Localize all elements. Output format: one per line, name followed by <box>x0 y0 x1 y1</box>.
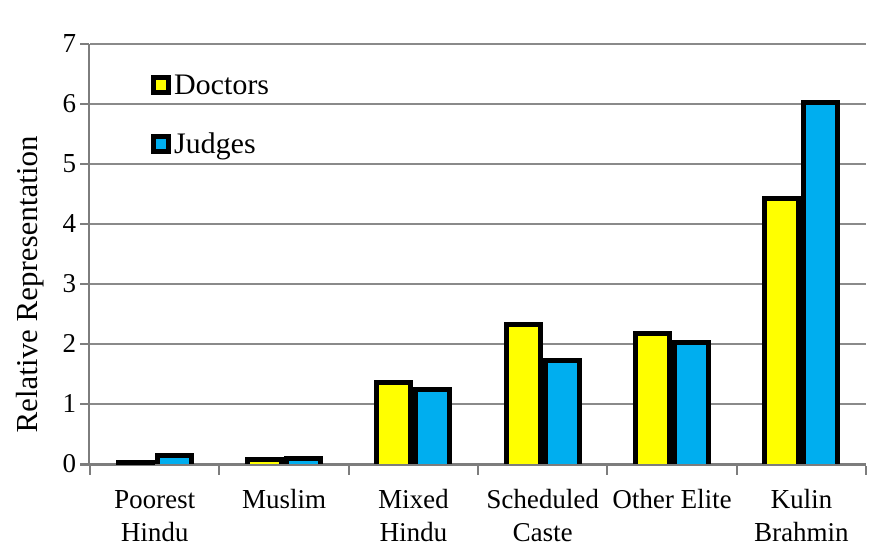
doctors-legend-swatch-icon <box>151 75 171 95</box>
bar-judges-scheduled-caste <box>542 358 582 464</box>
y-axis-tick <box>80 223 89 225</box>
y-tick-label: 7 <box>62 27 77 58</box>
bar-doctors-kulin-brahmin <box>762 195 802 464</box>
legend-label-judges: Judges <box>174 127 256 160</box>
x-axis-tick <box>477 466 479 475</box>
y-axis-line <box>88 44 90 466</box>
gridline <box>90 103 866 105</box>
y-axis-tick <box>80 43 89 45</box>
x-axis-tick <box>735 466 738 475</box>
bar-judges-mixed-hindu <box>413 387 453 464</box>
y-axis-tick <box>80 163 89 165</box>
bar-judges-muslim <box>284 455 323 464</box>
y-tick-label: 3 <box>62 267 77 298</box>
y-axis-tick <box>80 103 89 105</box>
gridline <box>90 163 866 165</box>
bar-doctors-muslim <box>245 457 284 464</box>
gridline <box>90 403 866 405</box>
y-axis-tick <box>80 283 89 285</box>
bar-doctors-other-elite <box>633 331 672 464</box>
legend-label-doctors: Doctors <box>174 68 269 101</box>
x-axis-line <box>80 463 866 466</box>
gridline <box>90 223 866 225</box>
x-axis-tick <box>89 466 91 475</box>
legend-entry-judges: Judges <box>151 129 256 159</box>
x-axis-tick <box>347 466 350 475</box>
category-label: Scheduled Caste <box>486 484 599 547</box>
gridline <box>90 43 866 45</box>
x-axis-tick <box>606 466 609 475</box>
y-tick-label: 4 <box>62 207 77 238</box>
category-label: Muslim <box>241 484 327 514</box>
y-axis-tick <box>80 403 89 405</box>
bar-judges-poorest-hindu <box>154 453 194 464</box>
x-axis-tick <box>218 466 221 475</box>
y-axis-tick <box>80 343 89 345</box>
gridline <box>90 283 866 285</box>
bar-doctors-scheduled-caste <box>503 321 543 464</box>
bar-judges-kulin-brahmin <box>801 99 841 464</box>
category-label: Mixed Hindu <box>378 484 449 547</box>
legend-entry-doctors: Doctors <box>151 70 269 100</box>
category-label: Kulin Brahmin <box>754 484 849 547</box>
y-tick-label: 1 <box>62 387 77 418</box>
bar-doctors-mixed-hindu <box>374 380 414 464</box>
y-tick-label: 0 <box>62 447 77 478</box>
bar-doctors-poorest-hindu <box>115 459 155 465</box>
category-label: Other Elite <box>612 484 732 514</box>
gridline <box>90 343 866 345</box>
x-axis-tick <box>865 466 867 475</box>
judges-legend-swatch-icon <box>151 134 171 154</box>
y-tick-label: 2 <box>62 327 77 358</box>
category-label: Poorest Hindu <box>114 484 196 547</box>
y-tick-label: 6 <box>62 87 77 118</box>
y-tick-label: 5 <box>62 147 77 178</box>
bar-judges-other-elite <box>672 339 711 464</box>
